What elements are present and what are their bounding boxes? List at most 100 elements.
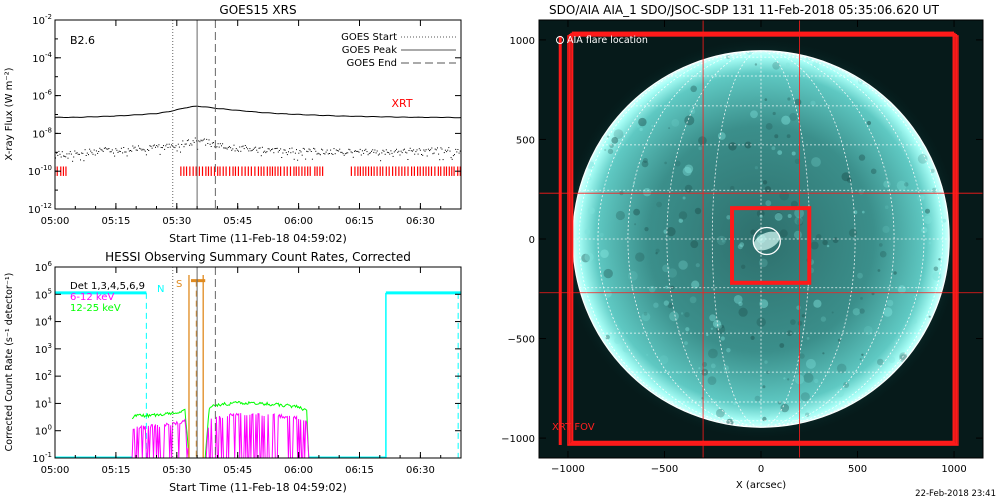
aia-texture-blob — [913, 295, 916, 299]
goes-short-channel-point — [280, 148, 282, 150]
aia-texture-blob — [886, 299, 894, 307]
aia-texture-blob — [600, 249, 609, 258]
goes-short-channel-point — [100, 149, 102, 151]
goes-short-channel-point — [98, 151, 100, 152]
aia-texture-blob — [794, 216, 803, 225]
aia-texture-blob — [762, 385, 766, 389]
goes-short-channel-point — [376, 150, 378, 152]
hessi-series-6-12-kev — [131, 412, 310, 458]
aia-texture-blob — [643, 311, 648, 316]
footer-timestamp: 22-Feb-2018 23:41 — [915, 489, 996, 499]
goes-short-channel-point — [331, 153, 333, 155]
goes-short-channel-point — [141, 149, 143, 151]
aia-xlabel: X (arcsec) — [736, 480, 786, 491]
goes-short-channel-point — [330, 149, 332, 151]
hessi-y-tick-label: 105 — [35, 287, 52, 301]
goes-short-channel-point — [350, 151, 352, 153]
aia-texture-blob — [883, 307, 893, 317]
goes-short-channel-point — [343, 154, 345, 156]
aia-texture-blob — [765, 123, 773, 130]
goes-short-channel-point — [153, 144, 155, 146]
goes-short-channel-point — [235, 148, 237, 150]
goes-short-channel-point — [241, 146, 243, 148]
goes-short-channel-point — [284, 149, 286, 151]
goes-short-channel-point — [439, 159, 441, 161]
goes-short-channel-point — [91, 152, 93, 154]
aia-texture-blob — [925, 208, 930, 214]
aia-texture-blob — [665, 285, 669, 289]
aia-texture-blob — [603, 268, 613, 279]
goes-short-channel-point — [405, 151, 407, 153]
goes-short-channel-point — [138, 145, 139, 147]
aia-texture-blob — [779, 229, 788, 238]
goes-short-channel-point — [373, 151, 375, 153]
goes-short-channel-point — [300, 151, 302, 153]
goes-short-channel-point — [380, 160, 382, 162]
goes-short-channel-point — [210, 146, 212, 147]
goes-short-channel-point — [326, 149, 328, 151]
aia-texture-blob — [720, 336, 725, 341]
goes-short-channel-point — [247, 148, 249, 150]
aia-texture-blob — [622, 344, 631, 353]
goes-short-channel-point — [216, 146, 218, 148]
goes-short-channel-point — [140, 148, 142, 150]
aia-texture-blob — [587, 207, 595, 215]
aia-texture-blob — [728, 142, 737, 151]
aia-texture-blob — [771, 146, 776, 151]
aia-texture-blob — [644, 227, 649, 232]
aia-texture-blob — [662, 264, 670, 273]
aia-texture-blob — [754, 166, 759, 170]
aia-texture-blob — [615, 210, 626, 221]
aia-texture-blob — [815, 234, 822, 240]
goes-short-channel-point — [339, 148, 341, 150]
aia-xrt-fov-rect — [570, 32, 956, 444]
aia-texture-blob — [932, 271, 942, 281]
hessi-y-tick-label: 101 — [35, 396, 52, 410]
goes-plot-area — [55, 20, 461, 209]
goes-x-tick-label: 05:45 — [223, 216, 252, 227]
goes-short-channel-point — [351, 152, 353, 154]
goes-short-channel-point — [132, 145, 134, 147]
goes-short-channel-point — [442, 159, 444, 161]
goes-short-channel-point — [182, 140, 184, 142]
goes-short-channel-point — [404, 148, 405, 150]
goes-short-channel-point — [57, 154, 59, 156]
goes-y-axis: 10-2 10-4 10-6 10-8 10-10 10-12 — [28, 13, 461, 216]
aia-texture-blob — [689, 296, 697, 304]
goes-short-channel-point — [161, 147, 163, 149]
aia-texture-blob — [638, 117, 647, 127]
goes-x-tick-label: 05:15 — [101, 216, 130, 227]
goes-short-channel-point — [427, 148, 429, 150]
aia-texture-blob — [917, 194, 925, 202]
hessi-x-tick-label: 05:30 — [162, 465, 191, 476]
goes-short-channel-point — [414, 153, 416, 155]
goes-short-channel-point — [183, 146, 185, 148]
goes-xlabel: Start Time (11-Feb-18 04:59:02) — [169, 232, 347, 245]
aia-texture-blob — [930, 168, 935, 173]
goes-short-channel-point — [224, 147, 226, 149]
aia-texture-blob — [841, 172, 851, 182]
goes-short-channel-point — [190, 143, 192, 145]
goes-short-channel-point — [167, 147, 169, 148]
aia-texture-blob — [698, 367, 701, 370]
goes-short-channel-point — [366, 151, 368, 153]
goes-short-channel-point — [437, 147, 438, 149]
goes-short-channel-point — [346, 152, 347, 154]
goes-short-channel-point — [166, 143, 168, 145]
aia-texture-blob — [771, 229, 775, 233]
goes-short-channel-point — [317, 152, 319, 154]
goes-y-tick-label: 10-4 — [32, 51, 52, 65]
aia-texture-blob — [726, 215, 731, 220]
aia-texture-blob — [706, 333, 709, 337]
goes-short-channel-point — [257, 151, 259, 153]
goes-short-channel-point — [288, 151, 289, 153]
goes-short-channel-point — [185, 143, 187, 145]
goes-short-channel-point — [109, 151, 111, 153]
aia-texture-blob — [794, 98, 802, 106]
goes-short-channel-point — [147, 149, 149, 150]
goes-short-channel-point — [408, 150, 410, 151]
aia-texture-blob — [781, 115, 791, 125]
goes-short-channel-point — [390, 150, 392, 152]
goes-short-channel-point — [202, 139, 204, 141]
goes-short-channel-point — [142, 148, 144, 150]
